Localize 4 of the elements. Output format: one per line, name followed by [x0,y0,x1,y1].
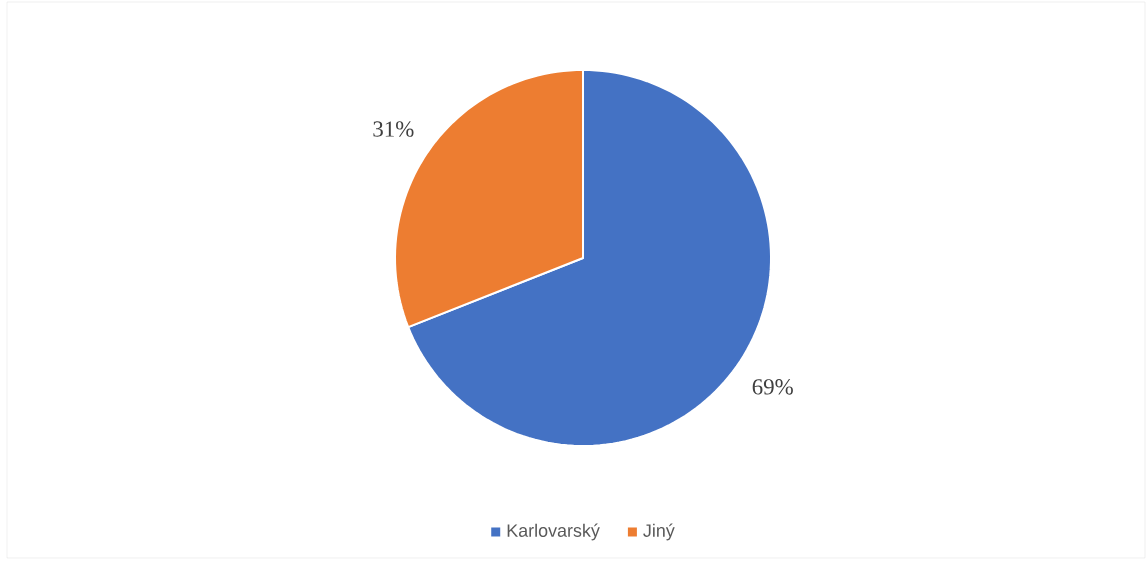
data-label: 69% [752,379,793,395]
data-label: 31% [373,121,414,137]
legend-label: Jiný [643,523,675,541]
legend-label: Karlovarský [507,523,600,541]
